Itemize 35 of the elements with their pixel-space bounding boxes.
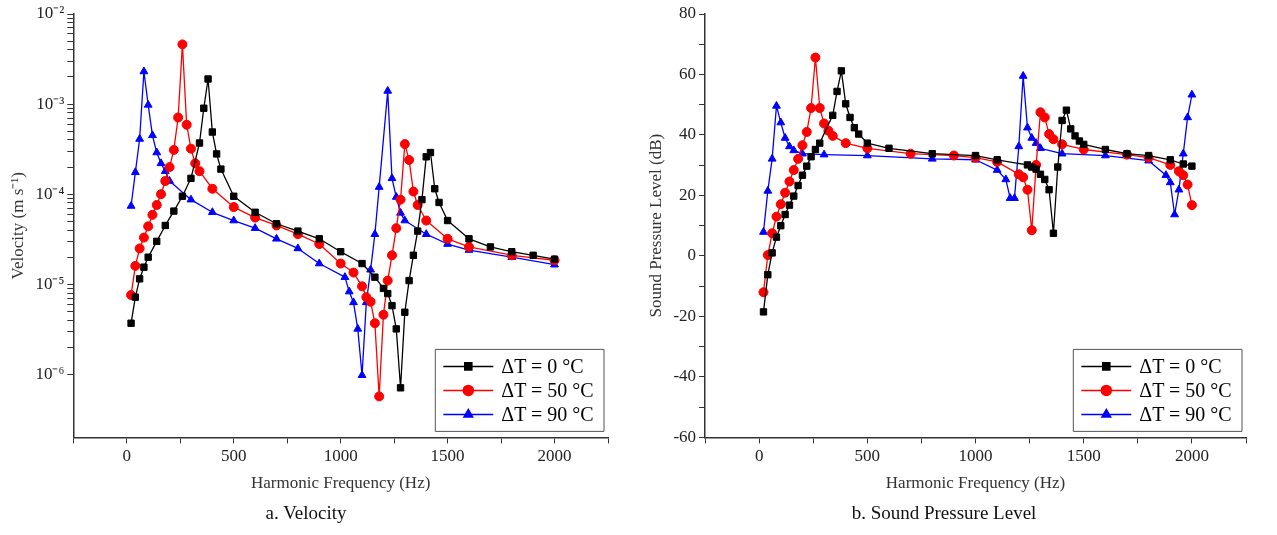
x-axis-title: Harmonic Frequency (Hz) <box>885 473 1066 493</box>
x-tick-label: 0 <box>754 446 764 466</box>
y-tick-label: 10⁻³ <box>36 93 65 113</box>
legend-label: ΔT = 50 °C <box>501 378 594 401</box>
y-tick-label: 10⁻⁶ <box>35 363 65 383</box>
x-tick-label: 1000 <box>323 446 358 466</box>
x-tick-label: 500 <box>854 446 881 466</box>
legend-label: ΔT = 50 °C <box>1139 378 1232 401</box>
y-axis-title: Sound Pressure Level (dB) <box>645 133 665 318</box>
y-tick-label: -40 <box>673 366 697 386</box>
legend-label: ΔT = 90 °C <box>501 402 594 425</box>
x-axis-title: Harmonic Frequency (Hz) <box>250 473 431 493</box>
y-tick-label: 10⁻² <box>36 3 65 23</box>
x-tick-label: 1000 <box>958 446 993 466</box>
legend-label: ΔT = 0 °C <box>501 354 584 377</box>
x-tick-label: 1500 <box>430 446 465 466</box>
text: a. Velocity <box>265 501 347 523</box>
x-tick-label: 2000 <box>1174 446 1209 466</box>
x-tick-label: 0 <box>122 446 132 466</box>
y-tick-label: -20 <box>673 305 697 325</box>
y-tick-label: 0 <box>687 245 697 265</box>
text: b. Sound Pressure Level <box>851 501 1037 523</box>
y-tick-label: 80 <box>679 3 697 23</box>
y-tick-label: -60 <box>673 426 697 446</box>
x-tick-label: 2000 <box>537 446 572 466</box>
x-tick-label: 1500 <box>1066 446 1101 466</box>
y-tick-label: 20 <box>679 184 697 204</box>
y-axis-title: Velocity (m s⁻¹) <box>7 171 27 280</box>
legend-label: ΔT = 90 °C <box>1139 402 1232 425</box>
y-tick-label: 10⁻⁴ <box>35 183 65 203</box>
x-tick-label: 500 <box>220 446 247 466</box>
y-tick-label: 60 <box>679 63 697 83</box>
legend-label: ΔT = 0 °C <box>1139 354 1222 377</box>
y-tick-label: 40 <box>679 124 697 144</box>
y-tick-label: 10⁻⁵ <box>35 273 65 293</box>
